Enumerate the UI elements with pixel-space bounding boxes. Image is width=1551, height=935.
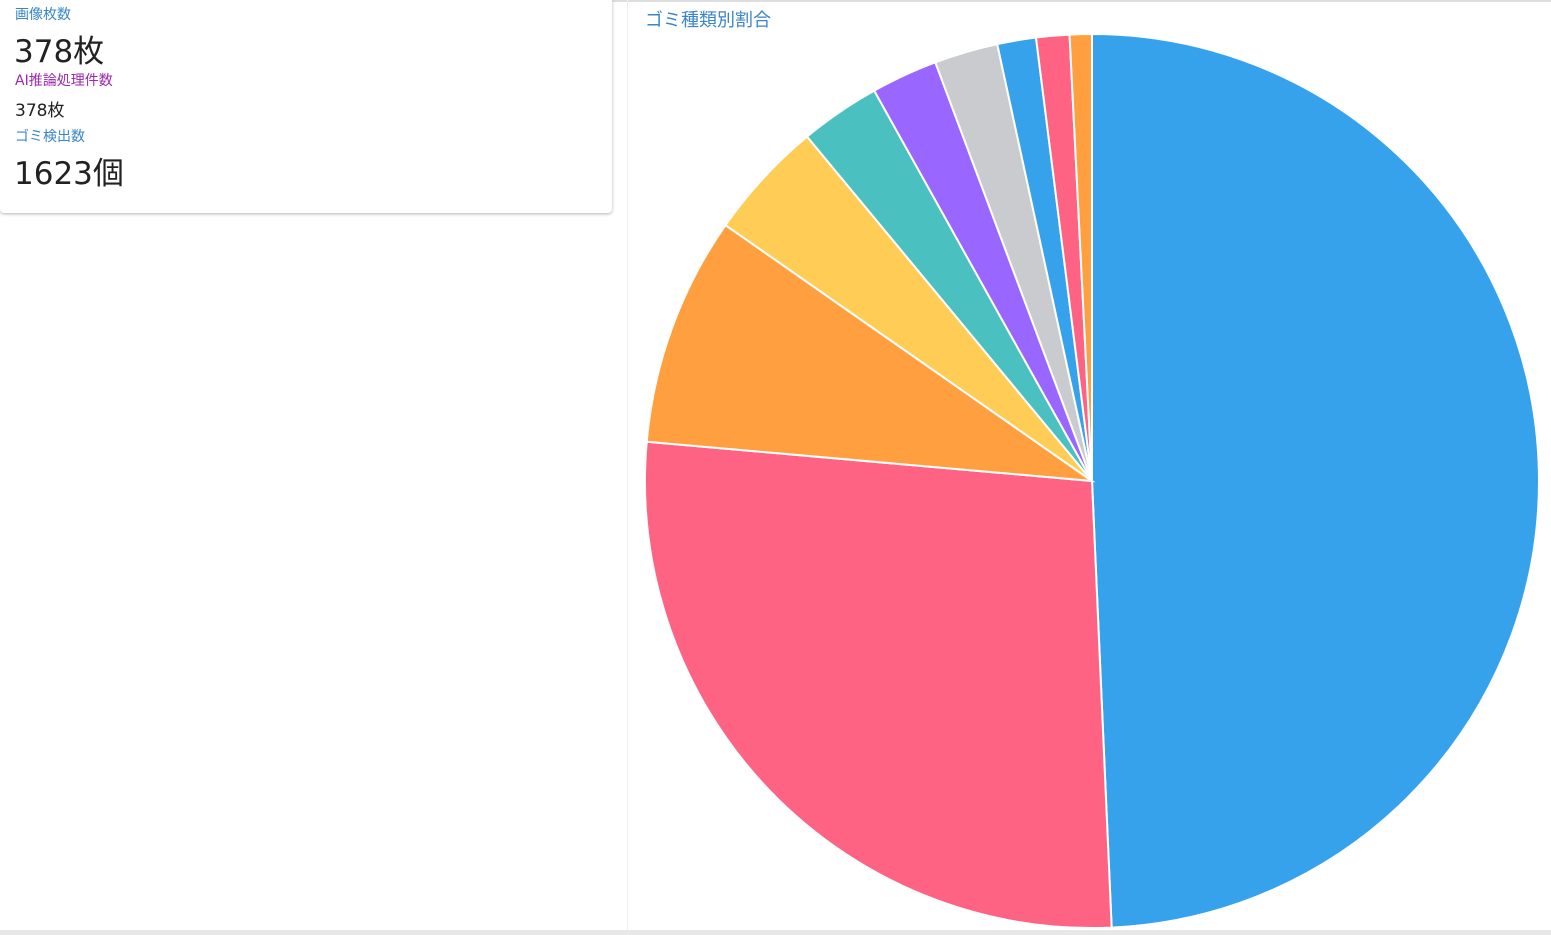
bottom-bar xyxy=(0,930,1551,935)
top-border xyxy=(612,0,1551,2)
pie-slice[interactable] xyxy=(1091,32,1541,929)
pie-slice[interactable] xyxy=(1068,32,1093,482)
pie-slice[interactable] xyxy=(644,440,1113,929)
stat-value: 378枚 xyxy=(15,101,65,121)
pie-chart xyxy=(644,32,1541,929)
pie-slice[interactable] xyxy=(645,223,1096,483)
stat-label: 画像枚数 xyxy=(15,7,71,23)
chart-title: ゴミ種類別割合 xyxy=(645,10,771,31)
stat-label: ゴミ検出数 xyxy=(15,129,85,145)
stat-label: AI推論処理件数 xyxy=(15,73,113,89)
stat-value: 1623個 xyxy=(14,156,124,192)
divider xyxy=(627,0,628,930)
stat-value: 378枚 xyxy=(14,34,105,70)
stats-card: 画像枚数 378枚 AI推論処理件数 378枚 ゴミ検出数 1623個 xyxy=(0,0,612,213)
